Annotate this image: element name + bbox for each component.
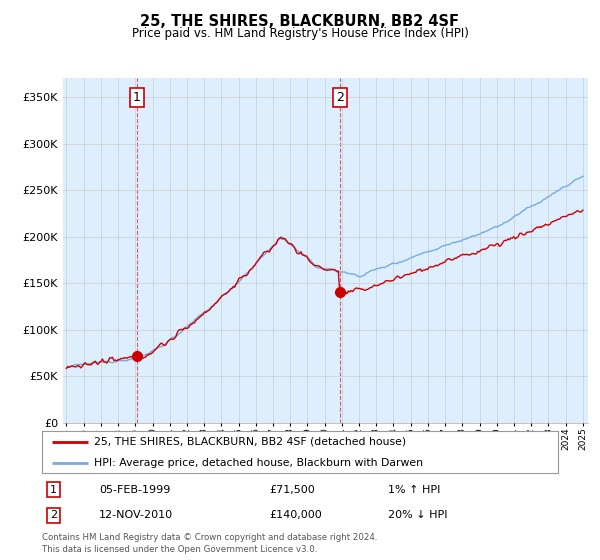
Text: Price paid vs. HM Land Registry's House Price Index (HPI): Price paid vs. HM Land Registry's House … [131,27,469,40]
Text: HPI: Average price, detached house, Blackburn with Darwen: HPI: Average price, detached house, Blac… [94,458,422,468]
Text: £140,000: £140,000 [269,510,322,520]
Text: 1: 1 [133,91,141,104]
Text: 1: 1 [50,484,57,494]
Text: 1% ↑ HPI: 1% ↑ HPI [388,484,440,494]
Text: 05-FEB-1999: 05-FEB-1999 [99,484,170,494]
Text: £71,500: £71,500 [269,484,315,494]
Text: 25, THE SHIRES, BLACKBURN, BB2 4SF: 25, THE SHIRES, BLACKBURN, BB2 4SF [140,14,460,29]
Text: 12-NOV-2010: 12-NOV-2010 [99,510,173,520]
Text: Contains HM Land Registry data © Crown copyright and database right 2024.
This d: Contains HM Land Registry data © Crown c… [42,533,377,554]
Text: 2: 2 [50,510,57,520]
Text: 2: 2 [335,91,344,104]
Text: 20% ↓ HPI: 20% ↓ HPI [388,510,447,520]
Text: 25, THE SHIRES, BLACKBURN, BB2 4SF (detached house): 25, THE SHIRES, BLACKBURN, BB2 4SF (deta… [94,437,406,447]
